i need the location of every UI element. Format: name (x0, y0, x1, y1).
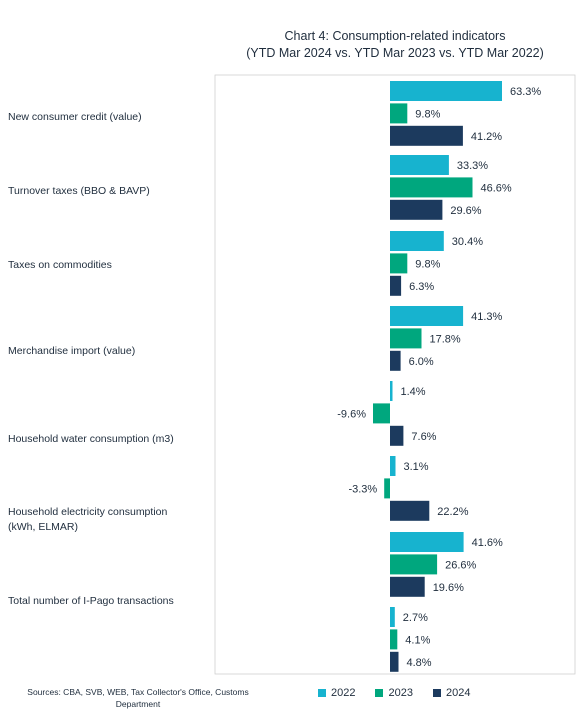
bar-2022-cat1 (390, 155, 449, 175)
bar-2022-cat2 (390, 231, 444, 251)
bar-2024-cat6 (390, 576, 425, 597)
data-label-2024-cat1: 29.6% (450, 205, 481, 217)
bar-2024-cat5 (390, 500, 430, 521)
legend-item-2023: 2023 (375, 686, 413, 700)
data-label-2023-cat7: 4.1% (405, 634, 430, 646)
source-note-line2: Department (115, 699, 161, 709)
data-label-2024-cat3: 6.0% (409, 356, 434, 368)
bar-2023-cat7 (390, 629, 398, 650)
data-label-2022-cat3: 41.3% (471, 311, 502, 323)
legend-swatch-2024 (432, 689, 441, 697)
data-label-2022-cat4: 1.4% (401, 386, 426, 398)
data-label-2022-cat1: 33.3% (457, 160, 488, 172)
data-label-2024-cat7: 4.8% (407, 657, 432, 669)
source-note-line1: Sources: CBA, SVB, WEB, Tax Collector's … (27, 687, 249, 697)
data-label-2022-cat6: 41.6% (472, 537, 503, 549)
data-label-2022-cat7: 2.7% (403, 612, 428, 624)
bar-2023-cat0 (390, 103, 408, 124)
legend-swatch-2022 (318, 689, 326, 697)
legend-label-2024: 2024 (445, 687, 471, 699)
bar-2024-cat3 (390, 350, 401, 371)
bar-2024-cat0 (390, 125, 463, 146)
data-label-2022-cat0: 63.3% (510, 86, 541, 98)
legend-item-2024: 2024 (432, 686, 471, 700)
bar-2024-cat4 (390, 425, 404, 446)
data-label-2024-cat2: 6.3% (409, 281, 434, 293)
category-label-electricity-line2: (kWh, ELMAR) (8, 521, 79, 533)
category-label-electricity-consumption: Household electricity consumption (kWh, … (8, 505, 167, 535)
data-label-2024-cat5: 22.2% (437, 506, 468, 518)
source-note: Sources: CBA, SVB, WEB, Tax Collector's … (8, 686, 268, 710)
category-label-merchandise-import: Merchandise import (value) (8, 345, 136, 357)
data-label-2023-cat1: 46.6% (481, 182, 512, 194)
bar-2022-cat3 (390, 306, 464, 326)
bar-2024-cat1 (390, 199, 443, 220)
data-label-2023-cat3: 17.8% (430, 333, 461, 345)
bar-2022-cat6 (390, 532, 464, 552)
bar-2023-cat6 (390, 554, 438, 575)
bar-2022-cat4 (390, 381, 393, 401)
bar-2022-cat7 (390, 607, 395, 627)
bar-2023-cat5 (384, 478, 390, 499)
chart-title: Chart 4: Consumption-related indicators (284, 29, 506, 43)
category-label-electricity-line1: Household electricity consumption (8, 506, 168, 518)
data-label-2024-cat0: 41.2% (471, 131, 502, 143)
legend: 2022 2023 2024 (318, 686, 470, 700)
data-label-2022-cat2: 30.4% (452, 236, 483, 248)
bar-2024-cat7 (390, 651, 399, 672)
legend-label-2023: 2023 (388, 687, 413, 699)
category-label-turnover-taxes: Turnover taxes (BBO & BAVP) (8, 185, 150, 197)
bar-2023-cat3 (390, 328, 422, 349)
data-label-2023-cat6: 26.6% (445, 559, 476, 571)
data-label-2024-cat6: 19.6% (433, 582, 464, 594)
data-label-2023-cat0: 9.8% (415, 108, 440, 120)
plot-frame (214, 74, 576, 675)
bar-2022-cat5 (390, 456, 396, 476)
bar-2023-cat4 (373, 403, 390, 424)
bar-2024-cat2 (390, 275, 402, 296)
legend-item-2022: 2022 (318, 686, 355, 700)
chart-subtitle: (YTD Mar 2024 vs. YTD Mar 2023 vs. YTD M… (246, 46, 544, 60)
data-label-2023-cat5: -3.3% (348, 483, 377, 495)
data-label-2023-cat4: -9.6% (337, 408, 366, 420)
category-label-taxes-commodities: Taxes on commodities (8, 259, 112, 271)
data-label-2023-cat2: 9.8% (415, 258, 440, 270)
legend-swatch-2023 (375, 689, 384, 697)
data-label-2022-cat5: 3.1% (404, 461, 429, 473)
category-label-ipago-transactions: Total number of I-Pago transactions (8, 595, 174, 607)
legend-label-2022: 2022 (331, 687, 356, 699)
bar-2023-cat2 (390, 253, 408, 274)
bar-2022-cat0 (390, 81, 502, 101)
bar-2023-cat1 (390, 177, 473, 198)
category-label-water-consumption: Household water consumption (m3) (8, 433, 174, 445)
category-label-consumer-credit: New consumer credit (value) (8, 111, 142, 123)
data-label-2024-cat4: 7.6% (411, 431, 436, 443)
